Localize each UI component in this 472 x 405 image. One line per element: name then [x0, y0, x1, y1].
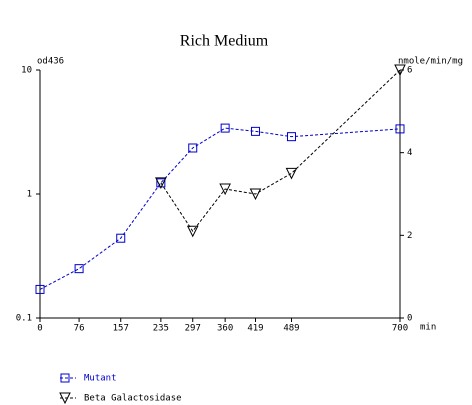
marker — [59, 392, 71, 405]
y2-tick-label: 4 — [407, 148, 412, 158]
x-tick-label: 297 — [185, 324, 201, 334]
marker — [220, 123, 230, 133]
marker — [249, 188, 262, 201]
marker — [116, 233, 126, 243]
x-tick-label: 360 — [217, 324, 233, 334]
x-axis-label: min — [420, 323, 436, 333]
y-tick-label: 0.1 — [16, 314, 32, 324]
marker — [286, 132, 296, 142]
x-tick-label: 157 — [113, 324, 129, 334]
marker — [395, 124, 405, 134]
series-line — [160, 69, 401, 233]
marker — [35, 284, 45, 294]
marker — [74, 264, 84, 274]
y2-tick-label: 6 — [407, 66, 412, 76]
y-tick-label: 1 — [27, 190, 32, 200]
series-line — [39, 127, 401, 290]
x-tick-label: 419 — [247, 324, 263, 334]
y2-tick-label: 2 — [407, 231, 412, 241]
x-tick-label: 0 — [37, 324, 42, 334]
marker — [155, 177, 167, 189]
y2-tick-label: 0 — [407, 314, 412, 324]
x-tick-label: 76 — [74, 324, 85, 334]
chart-title: Rich Medium — [180, 33, 269, 50]
y-tick-label: 10 — [21, 66, 32, 76]
y2-axis-label: nmole/min/mg — [398, 57, 463, 67]
marker — [60, 373, 70, 383]
marker — [219, 183, 231, 196]
marker — [188, 143, 198, 153]
marker — [186, 225, 199, 238]
x-tick-label: 489 — [283, 324, 299, 334]
x-tick-label: 235 — [153, 324, 169, 334]
x-tick-label: 700 — [392, 324, 408, 334]
marker — [285, 167, 298, 180]
marker — [394, 64, 406, 77]
y-axis-label: od436 — [37, 57, 64, 67]
legend-label: Mutant — [84, 374, 117, 384]
marker — [250, 126, 260, 136]
legend-label: Beta Galactosidase — [84, 394, 182, 404]
